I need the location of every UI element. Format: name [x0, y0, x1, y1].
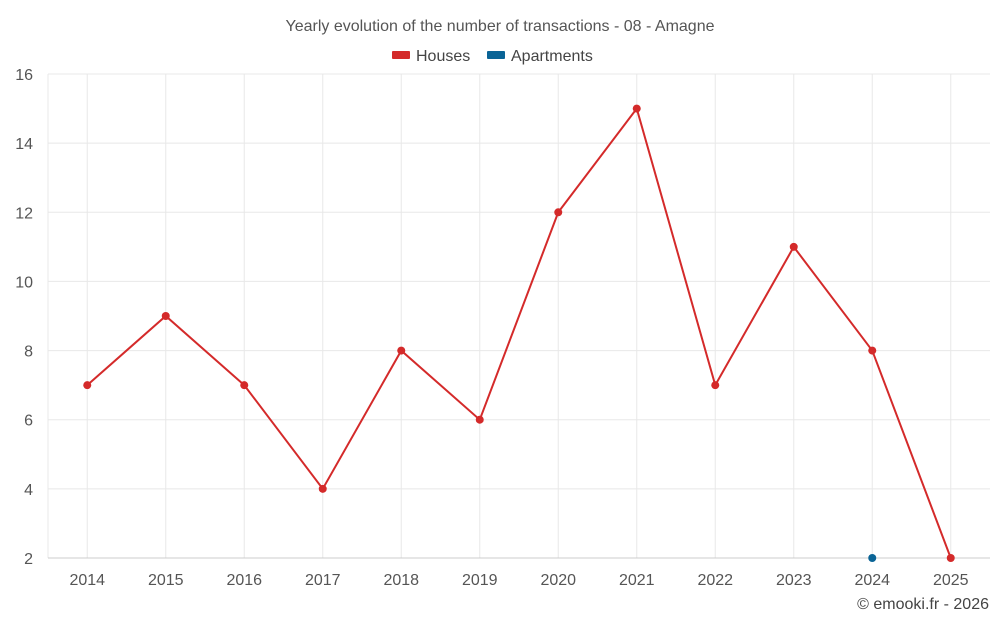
data-point-houses-2018[interactable] [397, 346, 406, 355]
x-tick-label: 2024 [854, 572, 890, 589]
data-point-houses-2015[interactable] [161, 312, 170, 320]
legend-swatch-apartments [487, 51, 505, 59]
y-tick-label: 2 [24, 551, 33, 568]
legend-item-houses[interactable]: Houses [392, 48, 470, 65]
grid [47, 73, 990, 559]
x-tick-label: 2025 [933, 572, 969, 589]
x-tick-label: 2020 [540, 572, 576, 589]
x-tick-label: 2023 [776, 572, 812, 589]
x-tick-label: 2017 [305, 572, 341, 589]
legend-label-houses: Houses [416, 48, 470, 65]
credit-text: © emooki.fr - 2026 [857, 596, 989, 613]
legend: Houses Apartments [392, 48, 593, 65]
y-tick-label: 14 [15, 136, 33, 153]
y-tick-label: 10 [15, 274, 33, 291]
x-tick-label: 2018 [383, 572, 419, 589]
chart-title: Yearly evolution of the number of transa… [286, 18, 715, 35]
data-point-houses-2014[interactable] [83, 381, 92, 390]
data-point-houses-2021[interactable] [632, 104, 641, 113]
data-point-houses-2020[interactable] [554, 208, 563, 217]
x-tick-label: 2022 [697, 572, 733, 589]
y-tick-label: 6 [24, 413, 33, 430]
y-tick-label: 8 [24, 344, 33, 361]
series-line-houses [86, 106, 952, 559]
data-point-houses-2022[interactable] [711, 381, 720, 390]
data-point-houses-2016[interactable] [240, 381, 249, 390]
y-tick-label: 16 [15, 67, 33, 84]
data-point-houses-2019[interactable] [475, 415, 484, 424]
legend-swatch-houses [392, 51, 410, 59]
data-point-houses-2025[interactable] [946, 554, 955, 562]
series [83, 104, 955, 562]
x-tick-label: 2021 [619, 572, 655, 589]
x-tick-label: 2014 [69, 572, 105, 589]
x-tick-label: 2016 [226, 572, 262, 589]
axes: 2 4 6 8 10 12 14 16 2014 2015 2016 2017 2018 2019 2020… [15, 67, 990, 589]
y-tick-label: 12 [15, 205, 33, 222]
data-point-houses-2023[interactable] [789, 242, 798, 251]
x-tick-label: 2019 [462, 572, 498, 589]
y-tick-label: 4 [24, 482, 33, 499]
legend-label-apartments: Apartments [511, 48, 593, 65]
data-point-houses-2017[interactable] [318, 484, 327, 493]
data-point-apartments-2024[interactable] [868, 554, 877, 562]
data-point-houses-2024[interactable] [868, 346, 877, 355]
x-tick-label: 2015 [148, 572, 184, 589]
legend-item-apartments[interactable]: Apartments [487, 48, 593, 65]
